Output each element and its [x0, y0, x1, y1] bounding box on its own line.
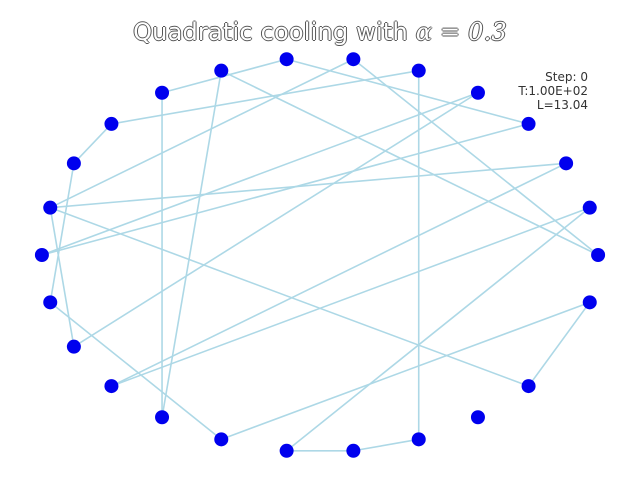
tour-edge	[111, 69, 419, 125]
step-label: Step: 0	[545, 70, 588, 84]
city-point	[582, 295, 597, 310]
city-point	[279, 52, 294, 67]
tour-edges	[41, 58, 599, 452]
tour-edge	[49, 163, 75, 303]
tour-edge	[161, 70, 223, 418]
city-point	[34, 248, 49, 262]
city-point	[279, 443, 294, 458]
tour-edge	[41, 92, 479, 256]
tour-edge	[111, 162, 567, 387]
city-point	[43, 200, 58, 215]
tour-edge	[49, 207, 75, 347]
city-point	[346, 443, 361, 458]
city-point	[214, 63, 229, 78]
city-point	[43, 295, 58, 310]
tour-edge	[50, 162, 567, 209]
tour-edge	[286, 58, 529, 125]
tour-edge	[49, 58, 354, 209]
city-point	[470, 410, 485, 425]
city-point	[411, 63, 426, 78]
tour-edge	[353, 438, 419, 452]
city-point	[155, 410, 170, 425]
city-point	[155, 85, 170, 100]
city-point	[104, 379, 119, 394]
city-point	[104, 116, 119, 131]
city-point	[411, 432, 426, 447]
tour-edge	[220, 301, 591, 441]
city-point	[591, 248, 606, 262]
city-point	[582, 200, 597, 215]
city-point	[346, 52, 361, 67]
length-label: L=13.04	[536, 98, 588, 112]
title-alpha: α = 0.3	[415, 18, 507, 46]
tour-edge	[41, 123, 529, 256]
city-point	[521, 116, 536, 131]
city-points	[34, 52, 606, 458]
temperature-label: T:1.00E+02	[518, 84, 588, 98]
tour-edge	[111, 206, 591, 387]
info-panel: Step: 0 T:1.00E+02 L=13.04	[518, 70, 588, 112]
tour-edge	[352, 58, 599, 256]
city-point	[470, 85, 485, 100]
tour-edge	[220, 69, 599, 256]
tour-edge	[49, 206, 529, 387]
city-point	[559, 156, 574, 171]
tour-edge	[49, 301, 222, 440]
chart-title: Quadratic cooling with α = 0.3	[0, 18, 640, 46]
title-prefix: Quadratic cooling with	[133, 18, 408, 46]
city-point	[66, 156, 81, 171]
city-point	[66, 339, 81, 354]
tour-edge	[73, 123, 113, 164]
tour-edge	[527, 301, 591, 387]
tour-edge	[73, 92, 479, 348]
city-point	[214, 432, 229, 447]
city-point	[521, 379, 536, 394]
tour-edge	[286, 207, 591, 452]
